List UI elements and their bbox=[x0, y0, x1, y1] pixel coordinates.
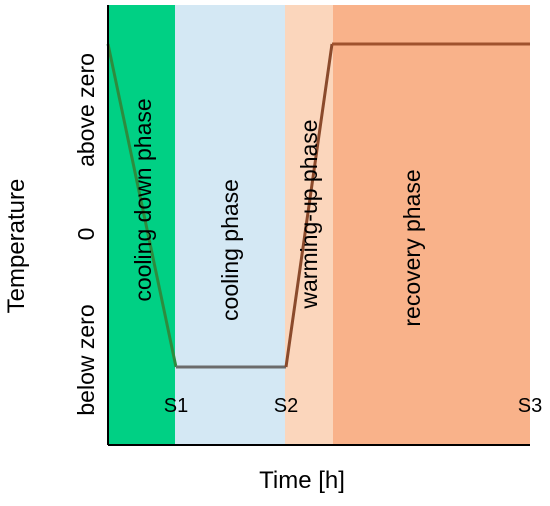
y-tick-label-zero: 0 bbox=[73, 228, 99, 241]
phase-label-cooling-down: cooling down phase bbox=[130, 98, 156, 301]
phase-band-cooling bbox=[175, 5, 285, 445]
phase-band-recovery bbox=[333, 5, 530, 445]
curve-warming-up bbox=[284, 43, 334, 368]
y-tick-label-above-zero: above zero bbox=[73, 53, 99, 167]
y-tick-label-below-zero: below zero bbox=[73, 304, 99, 415]
phase-band-cooling-down bbox=[108, 5, 175, 445]
x-tick-label-s1: S1 bbox=[164, 395, 188, 417]
phase-band-warming-up bbox=[285, 5, 333, 445]
phase-label-recovery: recovery phase bbox=[399, 169, 425, 326]
curve-cooling-down bbox=[106, 43, 178, 368]
x-tick-label-s2: S2 bbox=[274, 395, 298, 417]
y-axis-title: Temperature bbox=[3, 179, 30, 314]
phase-label-cooling: cooling phase bbox=[217, 179, 243, 321]
x-axis-title: Time [h] bbox=[259, 467, 345, 494]
phase-label-warming-up: warming-up phase bbox=[296, 119, 322, 309]
x-tick-label-s3: S3 bbox=[518, 395, 542, 417]
